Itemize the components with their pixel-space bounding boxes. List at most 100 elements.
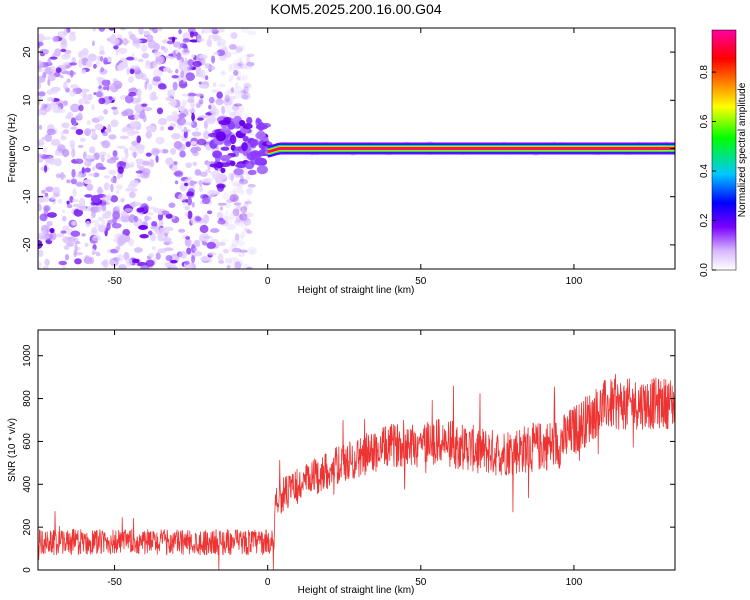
cluster-blob <box>212 150 223 159</box>
noise-blob <box>69 62 77 66</box>
noise-blob <box>221 105 226 115</box>
noise-blob <box>69 139 76 149</box>
noise-blob <box>119 135 129 140</box>
noise-blob <box>177 105 185 112</box>
noise-blob <box>219 206 224 211</box>
noise-blob <box>111 222 122 229</box>
noise-blob <box>103 109 108 115</box>
noise-blob <box>132 39 143 43</box>
noise-blob <box>243 54 248 58</box>
noise-blob <box>206 241 217 249</box>
snr-y-tick-label: 0 <box>22 567 33 573</box>
noise-blob <box>198 81 202 85</box>
noise-blob <box>182 201 187 206</box>
noise-blob <box>228 63 233 73</box>
colorbar-label: Normalized spectral amplitude <box>737 82 748 217</box>
noise-blob <box>229 62 240 72</box>
noise-blob <box>178 250 188 259</box>
noise-blob <box>145 125 156 132</box>
noise-blob <box>143 30 150 36</box>
noise-blob <box>136 207 145 213</box>
noise-blob <box>161 148 169 154</box>
noise-blob <box>81 233 86 237</box>
noise-blob <box>195 65 202 75</box>
noise-blob <box>227 90 231 95</box>
noise-blob <box>150 159 155 168</box>
snr-x-tick-label: 0 <box>265 577 271 588</box>
noise-blob <box>149 28 154 31</box>
snr-y-tick-label: 200 <box>22 518 33 535</box>
noise-blob <box>181 93 189 97</box>
noise-blob <box>155 252 161 260</box>
noise-blob <box>157 212 164 221</box>
noise-blob <box>191 201 195 208</box>
noise-blob <box>215 98 224 106</box>
noise-blob <box>187 210 193 220</box>
noise-blob <box>101 79 111 87</box>
noise-blob <box>234 259 244 267</box>
noise-blob <box>230 173 234 182</box>
spectrogram-heatmap <box>38 28 675 269</box>
noise-blob <box>212 51 220 56</box>
noise-blob <box>38 139 45 147</box>
colorbar-tick-label: 0.2 <box>699 213 710 227</box>
noise-blob <box>229 212 237 220</box>
noise-blob <box>83 51 89 59</box>
cluster-blob <box>215 131 226 142</box>
noise-blob <box>97 203 102 213</box>
noise-blob <box>89 146 96 154</box>
noise-blob <box>203 235 213 239</box>
noise-blob <box>157 83 167 90</box>
noise-blob <box>169 55 174 60</box>
noise-blob <box>225 209 229 219</box>
noise-blob <box>101 140 111 149</box>
noise-blob <box>185 236 190 240</box>
noise-blob <box>246 55 251 63</box>
noise-blob <box>41 136 51 141</box>
noise-blob <box>46 97 55 102</box>
noise-blob <box>194 250 203 257</box>
noise-blob <box>141 52 150 59</box>
noise-blob <box>77 112 83 120</box>
noise-blob <box>38 41 44 47</box>
noise-blob <box>73 208 84 217</box>
noise-blob <box>206 118 216 125</box>
noise-blob <box>239 112 250 120</box>
noise-blob <box>206 210 213 215</box>
noise-blob <box>192 60 202 68</box>
noise-blob <box>137 113 146 119</box>
noise-blob <box>123 108 134 116</box>
noise-blob <box>91 227 98 234</box>
noise-blob <box>78 58 83 68</box>
noise-blob <box>119 234 128 243</box>
noise-blob <box>244 200 248 210</box>
noise-blob <box>207 189 218 196</box>
noise-blob <box>220 55 227 60</box>
noise-blob <box>229 74 235 81</box>
noise-blob <box>94 123 104 131</box>
noise-blob <box>58 260 67 266</box>
noise-blob <box>246 53 255 58</box>
noise-blob <box>155 136 165 145</box>
noise-blob <box>117 166 124 174</box>
noise-blob <box>62 148 70 158</box>
noise-blob <box>51 196 55 200</box>
noise-blob <box>88 172 96 177</box>
noise-blob <box>60 75 64 79</box>
noise-blob <box>246 230 253 234</box>
spectrogram-x-tick-label: 0 <box>265 276 271 287</box>
noise-blob <box>202 178 210 184</box>
noise-blob <box>234 218 244 226</box>
noise-blob <box>185 162 193 168</box>
snr-frame <box>37 329 676 571</box>
noise-blob <box>230 257 239 261</box>
noise-blob <box>235 138 243 142</box>
cluster-blob <box>256 165 268 175</box>
noise-blob <box>240 44 246 52</box>
noise-blob <box>233 70 239 76</box>
noise-blob <box>225 88 236 96</box>
noise-blob <box>238 105 245 113</box>
cluster-blob <box>246 116 253 125</box>
noise-blob <box>97 216 104 222</box>
noise-blob <box>110 177 117 184</box>
